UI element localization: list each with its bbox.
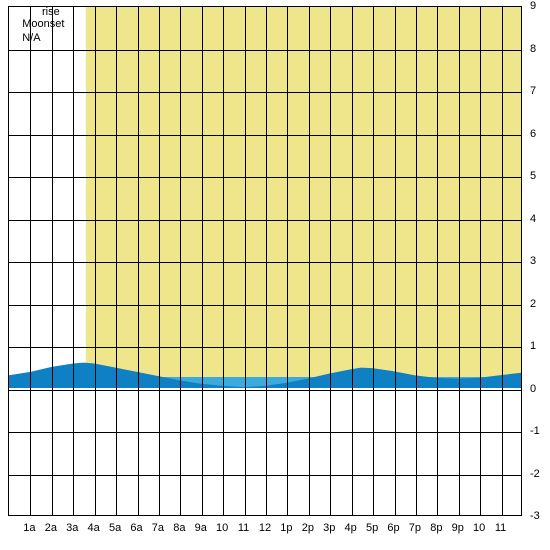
y-tick-label: 6 [530, 128, 536, 140]
x-tick-label: 5a [109, 522, 121, 534]
x-tick-label: 11 [238, 522, 249, 534]
x-tick-label: 2p [302, 522, 314, 534]
grid-h [9, 432, 521, 433]
x-tick-label: 1a [23, 522, 35, 534]
x-tick-label: 2a [45, 522, 57, 534]
grid-h [9, 390, 521, 391]
grid-v [180, 7, 181, 515]
x-tick-label: 7p [409, 522, 421, 534]
moon-label-rise: rise [42, 6, 60, 18]
y-tick-label: -1 [530, 425, 540, 437]
grid-h [9, 50, 521, 51]
grid-h [9, 92, 521, 93]
x-tick-label: 11 [495, 522, 506, 534]
grid-h [9, 305, 521, 306]
grid-v [502, 7, 503, 515]
daylight-band [86, 7, 521, 388]
y-tick-label: 5 [530, 170, 536, 182]
grid-v [459, 7, 460, 515]
grid-v [437, 7, 438, 515]
y-tick-label: 8 [530, 43, 536, 55]
x-tick-label: 4a [88, 522, 100, 534]
grid-v [373, 7, 374, 515]
grid-v [395, 7, 396, 515]
grid-v [266, 7, 267, 515]
grid-h [9, 220, 521, 221]
x-tick-label: 6p [387, 522, 399, 534]
x-tick-label: 8p [430, 522, 442, 534]
grid-v [309, 7, 310, 515]
x-tick-label: 4p [345, 522, 357, 534]
y-tick-label: 0 [530, 383, 536, 395]
grid-v [73, 7, 74, 515]
grid-h [9, 347, 521, 348]
grid-v [95, 7, 96, 515]
grid-v [138, 7, 139, 515]
x-tick-label: 7a [152, 522, 164, 534]
y-tick-label: 3 [530, 255, 536, 267]
grid-v [52, 7, 53, 515]
y-tick-label: 2 [530, 298, 536, 310]
plot-area [8, 6, 522, 516]
grid-v [30, 7, 31, 515]
x-tick-label: 3a [66, 522, 78, 534]
grid-v [202, 7, 203, 515]
y-tick-label: 9 [530, 0, 536, 12]
x-tick-label: 6a [130, 522, 142, 534]
grid-h [9, 135, 521, 136]
y-tick-label: 4 [530, 213, 536, 225]
grid-v [223, 7, 224, 515]
grid-h [9, 475, 521, 476]
grid-v [287, 7, 288, 515]
x-tick-label: 1p [280, 522, 292, 534]
x-tick-label: 9a [195, 522, 207, 534]
grid-v [159, 7, 160, 515]
x-tick-label: 12 [259, 522, 271, 534]
x-tick-label: 10 [473, 522, 485, 534]
grid-v [245, 7, 246, 515]
x-tick-label: 3p [323, 522, 335, 534]
grid-h [9, 177, 521, 178]
grid-v [416, 7, 417, 515]
grid-v [116, 7, 117, 515]
x-tick-label: 8a [173, 522, 185, 534]
y-tick-label: 7 [530, 85, 536, 97]
tide-chart: Moonset N/A 1a2a3a4a5a6a7a8a9a1011121p2p… [0, 0, 550, 550]
chart-fills [9, 7, 521, 515]
grid-h [9, 262, 521, 263]
y-tick-label: 1 [530, 340, 536, 352]
grid-v [480, 7, 481, 515]
grid-v [352, 7, 353, 515]
y-tick-label: -2 [530, 468, 540, 480]
x-tick-label: 10 [216, 522, 228, 534]
x-tick-label: 9p [452, 522, 464, 534]
x-tick-label: 5p [366, 522, 378, 534]
grid-v [330, 7, 331, 515]
y-tick-label: -3 [530, 510, 540, 522]
